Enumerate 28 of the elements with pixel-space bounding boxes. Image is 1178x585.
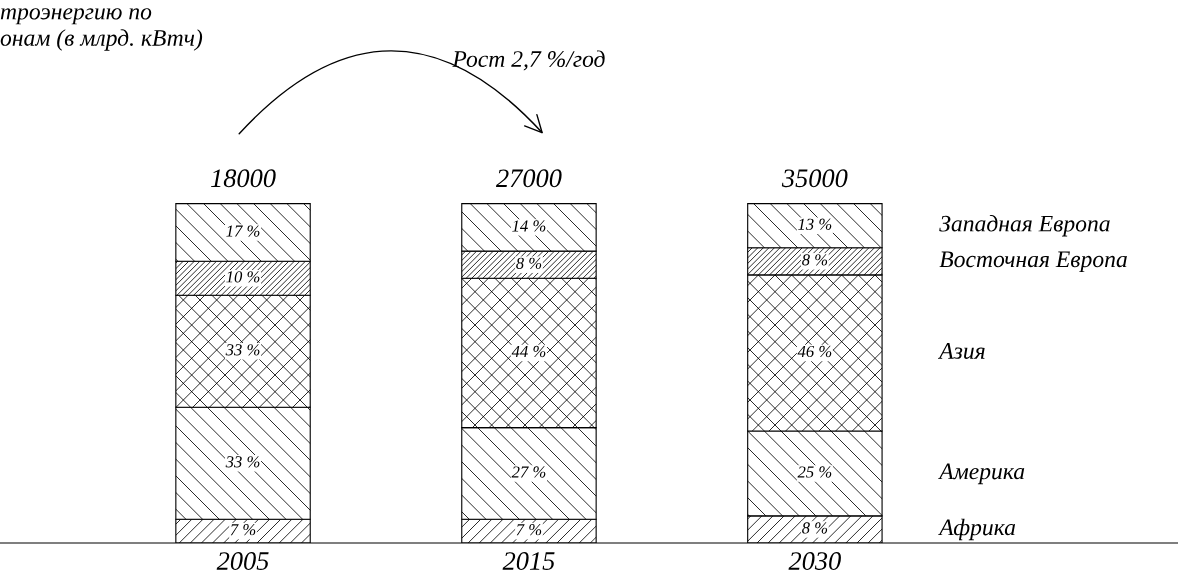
data-label: 13 % — [798, 218, 832, 230]
text: Западная Европа — [939, 214, 1110, 237]
data-label: 8 % — [802, 254, 828, 266]
x-tick-label: 2030 — [788, 552, 841, 570]
text: Восточная Европа — [939, 251, 1127, 273]
data-label: 10 % — [226, 271, 260, 283]
data-label: 7 % — [516, 524, 542, 536]
data-label: 17 % — [226, 225, 260, 237]
data-label: 33 % — [225, 456, 260, 468]
text: Рост 2,7 %/год — [452, 50, 605, 71]
text: Америка — [937, 463, 1025, 485]
text: 27000 — [495, 169, 562, 188]
data-label: 46 % — [797, 345, 832, 358]
data-label: 44 % — [511, 345, 546, 358]
data-label: 27 % — [511, 466, 546, 478]
text: Азия — [937, 343, 985, 359]
chart-title: троэнергию по онам (в млрд. кВтч) — [0, 8, 203, 51]
data-label: 33 % — [225, 344, 260, 356]
data-label: 8 % — [802, 522, 828, 534]
x-tick-label: 2005 — [216, 552, 269, 570]
data-label: 7 % — [230, 524, 256, 536]
text: 35000 — [781, 169, 848, 188]
text: 18000 — [210, 169, 276, 188]
x-tick-label: 2015 — [502, 552, 555, 570]
data-label: 14 % — [512, 220, 546, 232]
text: Африка — [937, 518, 1016, 541]
data-label: 25 % — [797, 466, 832, 478]
data-label: 8 % — [516, 257, 542, 269]
